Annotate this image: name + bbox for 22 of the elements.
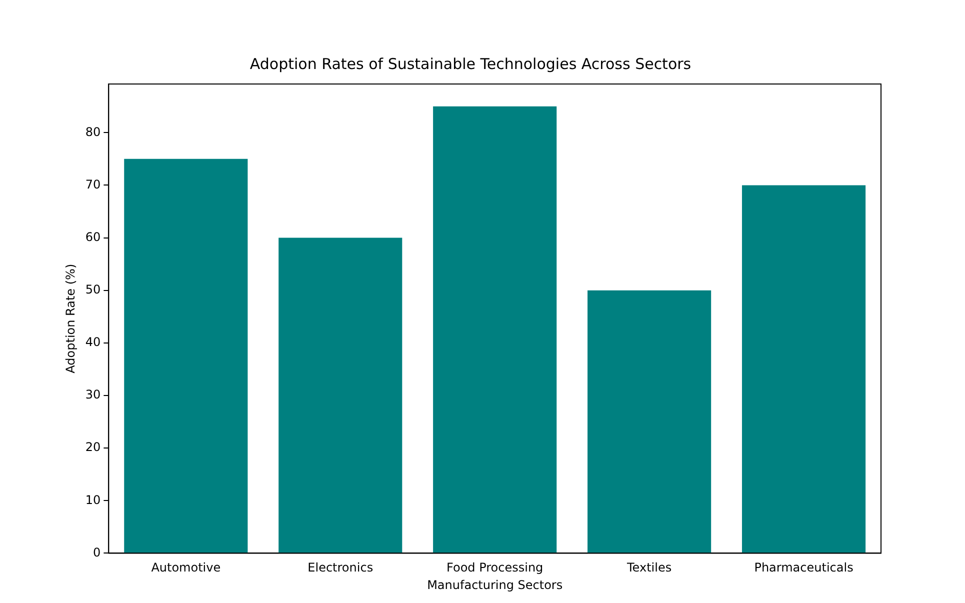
y-tick-label: 20: [85, 440, 101, 454]
chart-title: Adoption Rates of Sustainable Technologies Across Sectors: [250, 54, 692, 73]
y-tick-label: 50: [85, 282, 101, 296]
x-axis-title: Manufacturing Sectors: [427, 578, 563, 592]
y-tick-label: 10: [85, 492, 101, 507]
bar: [742, 185, 866, 553]
bar: [124, 158, 248, 553]
x-tick-label: Pharmaceuticals: [754, 560, 854, 575]
x-tick-label: Electronics: [308, 560, 374, 575]
bar: [433, 106, 557, 553]
bar: [588, 290, 712, 553]
y-axis-title: Adoption Rate (%): [63, 264, 78, 374]
x-tick-label: Textiles: [626, 560, 672, 575]
bar: [278, 238, 402, 553]
x-tick-label: Food Processing: [446, 560, 544, 575]
y-tick-label: 70: [85, 177, 101, 192]
y-tick-label: 30: [85, 388, 101, 402]
x-tick-label: Automotive: [151, 560, 221, 575]
y-tick-label: 40: [85, 335, 101, 350]
y-tick-label: 0: [93, 545, 101, 560]
y-tick-label: 80: [85, 124, 101, 139]
y-tick-label: 60: [85, 230, 101, 244]
